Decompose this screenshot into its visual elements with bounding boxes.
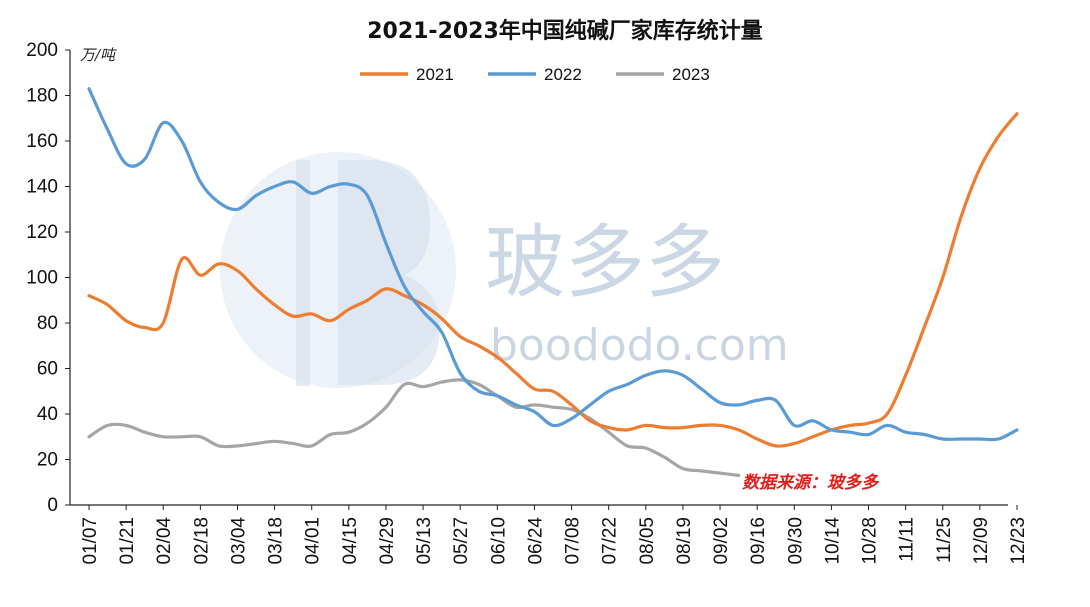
y-axis: 0 20 40 60 80 100 120 140 160 180 200: [26, 40, 71, 516]
x-tick-label: 11/25: [934, 517, 955, 563]
y-tick-label: 60: [37, 359, 58, 380]
x-tick-label: 08/19: [674, 517, 695, 565]
x-tick-label: 09/02: [711, 517, 732, 565]
y-tick-label: 160: [26, 131, 58, 152]
x-tick-label: 12/09: [971, 517, 992, 565]
x-tick-label: 05/27: [451, 517, 472, 565]
x-tick-label: 03/04: [228, 517, 249, 565]
x-tick-label: 05/13: [414, 517, 435, 565]
legend-label-2022: 2022: [544, 65, 582, 84]
x-tick-label: 04/29: [377, 517, 398, 565]
y-tick-label: 100: [26, 268, 58, 289]
y-tick-label: 180: [26, 86, 58, 107]
y-tick-label: 200: [26, 40, 58, 61]
x-tick-label: 09/16: [748, 517, 769, 565]
plot-lines: [87, 87, 1019, 477]
x-tick-label: 06/24: [525, 517, 546, 565]
x-tick-label: 11/11: [897, 517, 918, 562]
x-tick-label: 01/07: [80, 517, 101, 565]
x-tick-label: 09/30: [785, 517, 806, 565]
y-tick-label: 20: [37, 450, 58, 471]
x-tick-label: 02/18: [191, 517, 212, 565]
x-tick-label: 06/10: [488, 517, 509, 565]
y-tick-label: 40: [37, 404, 58, 425]
x-tick-label: 08/05: [637, 517, 658, 565]
x-tick-label: 04/01: [303, 517, 324, 565]
x-axis: 01/07 01/21 02/04 02/18 03/04 03/18 04/01 04/15…: [70, 504, 1029, 565]
y-tick-label: 0: [47, 495, 58, 516]
source-note: 数据来源：玻多多: [742, 473, 880, 493]
y-tick-label: 120: [26, 222, 58, 243]
series-line-2021: [87, 112, 1019, 448]
series-line-2022: [87, 87, 1019, 442]
series-line-2023: [87, 378, 741, 477]
legend-label-2023: 2023: [672, 65, 710, 84]
y-tick-label: 140: [26, 177, 58, 198]
watermark-cn-text: 玻多多: [485, 216, 725, 309]
y-tick-label: 80: [37, 313, 58, 334]
x-tick-label: 04/15: [340, 517, 361, 565]
watermark-logo: 玻多多 boododo.com: [220, 152, 789, 388]
x-tick-label: 10/14: [822, 517, 843, 565]
watermark-b-shape: [338, 160, 440, 385]
chart-title: 2021-2023年中国纯碱厂家库存统计量: [367, 18, 763, 44]
x-tick-label: 03/18: [266, 517, 287, 565]
x-tick-label: 12/23: [1008, 517, 1029, 565]
x-tick-label: 02/04: [154, 517, 175, 565]
x-tick-label: 01/21: [117, 517, 138, 565]
x-tick-label: 07/08: [563, 517, 584, 565]
legend: 2021 2022 2023: [360, 65, 710, 84]
watermark-site-text: boododo.com: [490, 320, 789, 371]
unit-label: 万/吨: [80, 46, 117, 64]
x-tick-label: 07/22: [600, 517, 621, 565]
legend-label-2021: 2021: [416, 65, 454, 84]
watermark-bar: [296, 160, 310, 386]
x-tick-label: 10/28: [860, 517, 881, 565]
